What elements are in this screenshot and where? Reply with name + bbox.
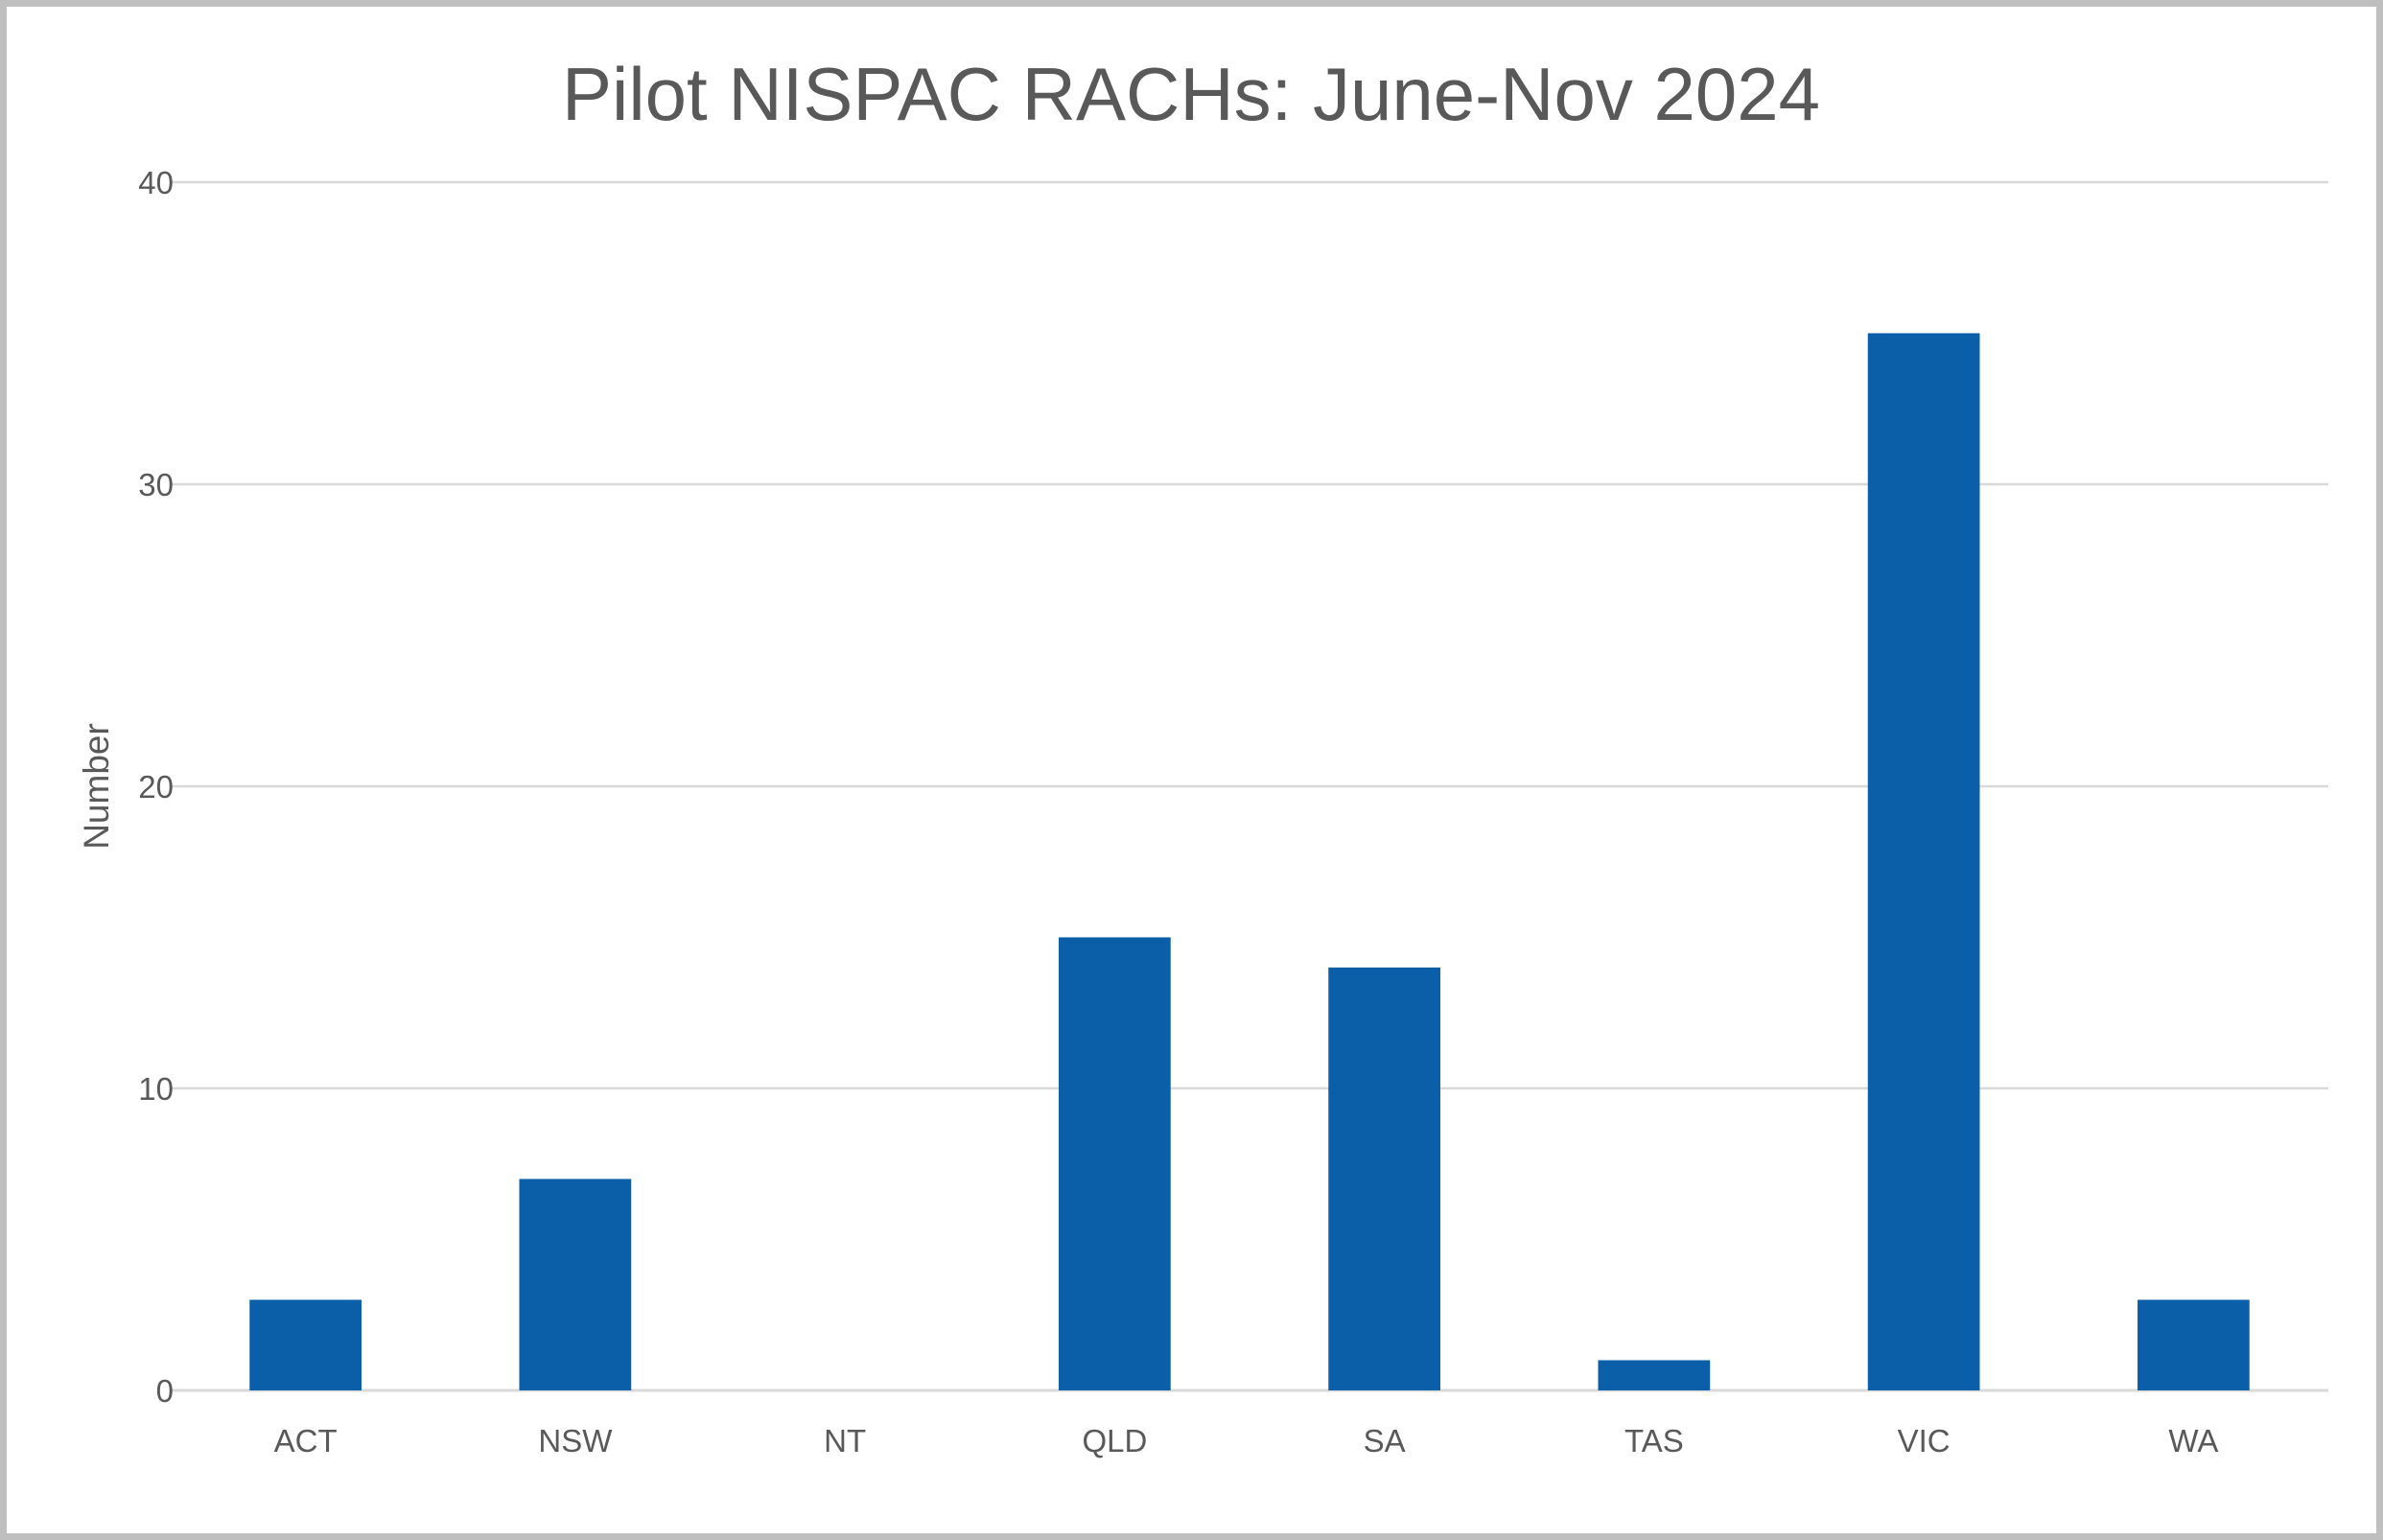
y-tick-label: 30 (138, 467, 174, 502)
gridlines (171, 180, 2328, 1392)
x-tick-label: ACT (274, 1423, 338, 1458)
bar-act (249, 1299, 362, 1390)
bar-wa (2138, 1299, 2250, 1390)
bar-vic (1867, 333, 1980, 1390)
x-tick-label: NSW (538, 1423, 613, 1458)
x-axis-ticks: ACT NSW NT QLD SA TAS VIC WA (274, 1423, 2219, 1458)
chart-title: Pilot NISPAC RACHs: June-Nov 2024 (562, 52, 1820, 136)
bar-qld (1059, 937, 1171, 1390)
bars (249, 333, 2250, 1390)
x-tick-label: VIC (1898, 1423, 1951, 1458)
x-tick-label: SA (1364, 1423, 1406, 1458)
x-tick-label: WA (2168, 1423, 2218, 1458)
y-tick-label: 10 (138, 1071, 174, 1107)
x-tick-label: QLD (1082, 1423, 1147, 1458)
y-axis-ticks: 0 10 20 30 40 (138, 165, 174, 1409)
y-tick-label: 0 (156, 1373, 174, 1409)
bar-nsw (519, 1178, 632, 1390)
y-tick-label: 20 (138, 769, 174, 805)
x-tick-label: TAS (1624, 1423, 1684, 1458)
bar-sa (1328, 968, 1440, 1390)
y-axis-title: Number (77, 723, 116, 850)
bar-tas (1598, 1360, 1711, 1390)
x-tick-label: NT (824, 1423, 866, 1458)
y-tick-label: 40 (138, 165, 174, 200)
